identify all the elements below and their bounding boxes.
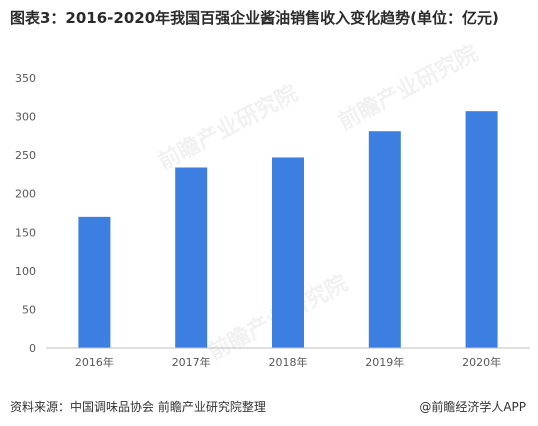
bar	[272, 157, 304, 348]
y-tick-label: 150	[15, 226, 36, 239]
footer: 资料来源：中国调味品协会 前瞻产业研究院整理 @前瞻经济学人APP	[10, 398, 530, 418]
y-tick-label: 300	[15, 111, 36, 124]
bar	[465, 111, 498, 349]
y-tick-label: 350	[15, 72, 36, 85]
bar	[175, 167, 208, 348]
y-tick-label: 200	[15, 188, 36, 201]
chart-title: 图表3：2016-2020年我国百强企业酱油销售收入变化趋势(单位：亿元)	[10, 9, 499, 27]
y-tick-label: 100	[15, 265, 36, 278]
y-tick-label: 50	[22, 303, 36, 316]
x-tick-label: 2020年	[462, 355, 501, 369]
x-tick-label: 2017年	[172, 355, 211, 369]
x-tick-label: 2016年	[75, 355, 114, 369]
source-note: 资料来源：中国调味品协会 前瞻产业研究院整理	[10, 400, 266, 414]
y-tick-label: 0	[29, 342, 36, 355]
x-tick-label: 2019年	[365, 355, 404, 369]
brand-credit: @前瞻经济学人APP	[419, 400, 526, 414]
bar	[78, 216, 111, 348]
y-tick-label: 250	[15, 149, 36, 162]
x-tick-label: 2018年	[269, 355, 308, 369]
bar	[368, 131, 401, 348]
